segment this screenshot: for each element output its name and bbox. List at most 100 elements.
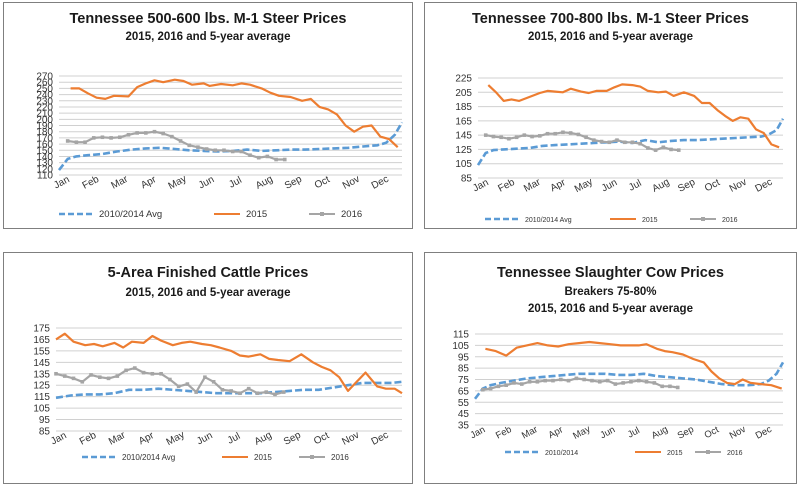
series-point-2016 (646, 146, 650, 150)
x-tick-label: May (167, 173, 189, 192)
x-tick-label: Jan (468, 424, 487, 441)
series-point-2016 (551, 378, 555, 383)
x-tick-label: Apr (549, 177, 568, 194)
series-point-2016 (566, 378, 571, 383)
x-tick-label: Sep (676, 424, 696, 442)
series-point-2016 (203, 375, 207, 380)
series-point-2016 (65, 139, 70, 143)
series-point-2016 (109, 136, 113, 140)
series-point-2016 (545, 131, 550, 136)
series-point-2016 (675, 385, 680, 390)
x-tick-label: Apr (137, 430, 156, 447)
series-point-2016 (584, 135, 588, 140)
series-point-2016 (282, 157, 287, 162)
y-tick-label: 180 (36, 127, 53, 138)
series-point-2016 (255, 391, 260, 396)
y-tick-label: 270 (36, 72, 53, 83)
chart-subtitle: 2015, 2016 and 5-year average (528, 31, 693, 43)
x-tick-label: Sep (282, 430, 303, 448)
y-tick-label: 95 (458, 352, 470, 363)
series-point-2016 (62, 374, 67, 378)
x-tick-label: Jun (197, 174, 216, 191)
y-tick-label: 240 (36, 90, 53, 101)
series-point-2016 (574, 376, 579, 381)
series-point-2016 (669, 147, 673, 152)
y-tick-label: 105 (455, 159, 472, 170)
y-tick-label: 65 (458, 386, 470, 397)
x-tick-label: Jan (52, 174, 71, 191)
x-tick-label: Aug (651, 177, 672, 195)
series-point-2016 (629, 379, 633, 384)
x-tick-label: Oct (313, 174, 332, 191)
series-point-2016 (204, 147, 209, 151)
series-line-y2015 (485, 340, 783, 390)
series-point-2016 (576, 132, 581, 137)
series-point-2016 (522, 133, 527, 137)
series-point-2016 (159, 371, 163, 376)
y-tick-label: 225 (455, 74, 472, 85)
x-tick-label: May (165, 429, 187, 448)
y-tick-label: 130 (36, 158, 53, 169)
y-tick-label: 145 (455, 131, 472, 142)
series-point-2016 (178, 139, 183, 143)
series-point-2016 (74, 140, 79, 145)
series-point-2016 (211, 379, 216, 384)
series-point-2016 (150, 371, 155, 376)
series-point-2016 (100, 135, 105, 140)
series-point-2016 (496, 384, 501, 389)
legend-label: 2015 (642, 217, 658, 224)
series-point-2016 (246, 386, 251, 391)
series-point-2016 (281, 390, 286, 394)
y-tick-label: 120 (36, 164, 53, 175)
chart-plot: 85 105 125 145 165 185 205 225 Jan Feb Mar Apr May Ju… (455, 74, 785, 224)
x-tick-label: Apr (547, 424, 565, 441)
series-point-2016 (561, 130, 565, 135)
series-point-2016 (613, 382, 618, 386)
legend-marker (320, 212, 324, 216)
series-point-2016 (91, 136, 96, 140)
series-point-2016 (54, 371, 58, 376)
legend-label: 2015 (667, 450, 683, 457)
x-tick-label: Jul (627, 178, 643, 194)
legend-label: 2015 (246, 209, 267, 220)
series-point-2016 (661, 145, 666, 150)
x-tick-label: Oct (703, 424, 722, 441)
series-point-2016 (621, 381, 625, 385)
x-tick-label: Mar (107, 430, 128, 448)
x-tick-label: Jun (195, 430, 214, 447)
series-point-2016 (83, 140, 87, 145)
series-point-2016 (117, 135, 122, 140)
y-tick-label: 250 (36, 84, 53, 95)
y-tick-label: 105 (33, 404, 50, 415)
chart-subtitle-2: 2015, 2016 and 5-year average (528, 303, 693, 315)
x-tick-label: Aug (254, 174, 275, 192)
x-tick-label: Dec (754, 177, 775, 195)
legend-label: 2010/2014 Avg (525, 217, 572, 224)
series-point-2016 (553, 131, 558, 136)
x-tick-label: May (573, 176, 595, 195)
series-point-2016 (185, 382, 190, 386)
x-tick-label: Mar (522, 177, 543, 195)
series-point-2016 (582, 377, 586, 382)
series-point-2016 (220, 388, 225, 392)
legend-label: 2016 (331, 453, 349, 462)
series-point-2016 (676, 148, 681, 152)
series-point-2016 (638, 141, 642, 146)
series-point-2016 (274, 157, 278, 162)
series-line-y2015 (70, 78, 399, 149)
series-point-2016 (519, 382, 524, 386)
series-point-2016 (239, 149, 244, 154)
series-point-2016 (170, 134, 174, 139)
series-point-2016 (558, 377, 563, 382)
series-point-2016 (135, 131, 139, 135)
x-tick-label: Mar (110, 174, 131, 192)
chart-plot: 1101201301401501601701801902002102202302… (36, 72, 404, 220)
y-tick-label: 55 (458, 398, 470, 409)
legend-label: 2016 (722, 217, 738, 224)
chart-panel-1: Tennessee 500-600 lbs. M-1 Steer Prices … (3, 2, 413, 229)
series-line-y2016 (67, 130, 285, 161)
y-tick-label: 170 (36, 133, 53, 144)
series-point-2016 (176, 384, 181, 389)
series-point-2016 (480, 387, 485, 392)
